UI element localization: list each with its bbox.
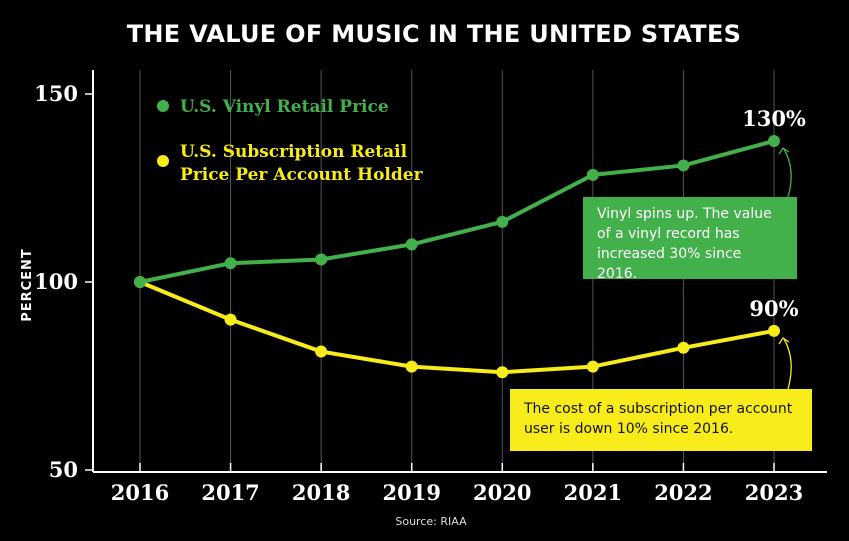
series-line-subscription: [139, 280, 775, 375]
annotation-arrow-vinyl: [778, 147, 792, 198]
annotation-box-vinyl: Vinyl spins up. The value of a vinyl rec…: [583, 197, 797, 282]
annotation-subscription-line2: user is down 10% since 2016.: [524, 421, 734, 437]
annotation-arrow-subscription: [778, 337, 792, 390]
data-point-subscription-2018: [315, 345, 328, 358]
x-tick-label-2022: 2022: [654, 480, 712, 505]
y-ticks: 50 100 150: [34, 81, 93, 482]
x-tick-label-2016: 2016: [111, 480, 169, 505]
data-point-subscription-2022: [677, 341, 690, 354]
data-point-subscription-2017: [224, 313, 237, 326]
end-label-subscription: 90%: [749, 296, 798, 321]
x-tick-label-2020: 2020: [473, 480, 531, 505]
x-tick-label-2018: 2018: [292, 480, 350, 505]
series-line-vinyl: [139, 139, 775, 284]
annotation-box-subscription: The cost of a subscription per account u…: [510, 389, 812, 451]
legend-label-subscription-line2: Price Per Account Holder: [180, 165, 424, 185]
data-point-subscription-2019: [405, 360, 418, 373]
y-tick-label-50: 50: [49, 457, 78, 482]
y-tick-label-150: 150: [34, 81, 78, 106]
data-point-vinyl-2022: [677, 159, 690, 172]
annotation-vinyl-line1: Vinyl spins up. The value: [597, 206, 772, 222]
data-point-subscription-2020: [496, 366, 509, 379]
x-tick-label-2021: 2021: [564, 480, 622, 505]
data-point-vinyl-2016: [134, 276, 146, 288]
legend-marker-subscription: [157, 155, 169, 167]
legend: U.S. Vinyl Retail Price U.S. Subscriptio…: [157, 97, 424, 185]
x-tick-label-2023: 2023: [745, 480, 803, 505]
data-point-vinyl-2017: [224, 257, 237, 270]
y-axis-label: PERCENT: [20, 248, 35, 322]
axes: [92, 70, 827, 473]
legend-label-vinyl: U.S. Vinyl Retail Price: [180, 97, 389, 117]
data-point-vinyl-2021: [586, 168, 599, 181]
annotation-vinyl-line2: of a vinyl record has: [597, 226, 740, 242]
data-point-vinyl-2018: [315, 253, 328, 266]
x-tick-label-2019: 2019: [382, 480, 440, 505]
data-point-vinyl-2023: [768, 135, 780, 147]
end-label-vinyl: 130%: [742, 106, 806, 131]
x-ticks: 2016 2017 2018 2019 2020 2021 2022 2023: [111, 463, 803, 505]
data-point-subscription-2021: [586, 360, 599, 373]
chart-title: THE VALUE OF MUSIC IN THE UNITED STATES: [127, 20, 742, 48]
data-point-vinyl-2020: [496, 215, 509, 228]
annotation-vinyl-line3: increased 30% since 2016.: [597, 246, 742, 282]
x-tick-label-2017: 2017: [201, 480, 259, 505]
data-point-vinyl-2019: [405, 238, 418, 251]
y-tick-label-100: 100: [34, 269, 78, 294]
legend-label-subscription-line1: U.S. Subscription Retail: [180, 142, 408, 162]
legend-marker-vinyl: [157, 100, 169, 112]
series-group: [134, 135, 780, 379]
source-note: Source: RIAA: [395, 515, 467, 528]
data-point-subscription-2023: [768, 324, 780, 337]
annotation-subscription-line1: The cost of a subscription per account: [524, 401, 793, 417]
